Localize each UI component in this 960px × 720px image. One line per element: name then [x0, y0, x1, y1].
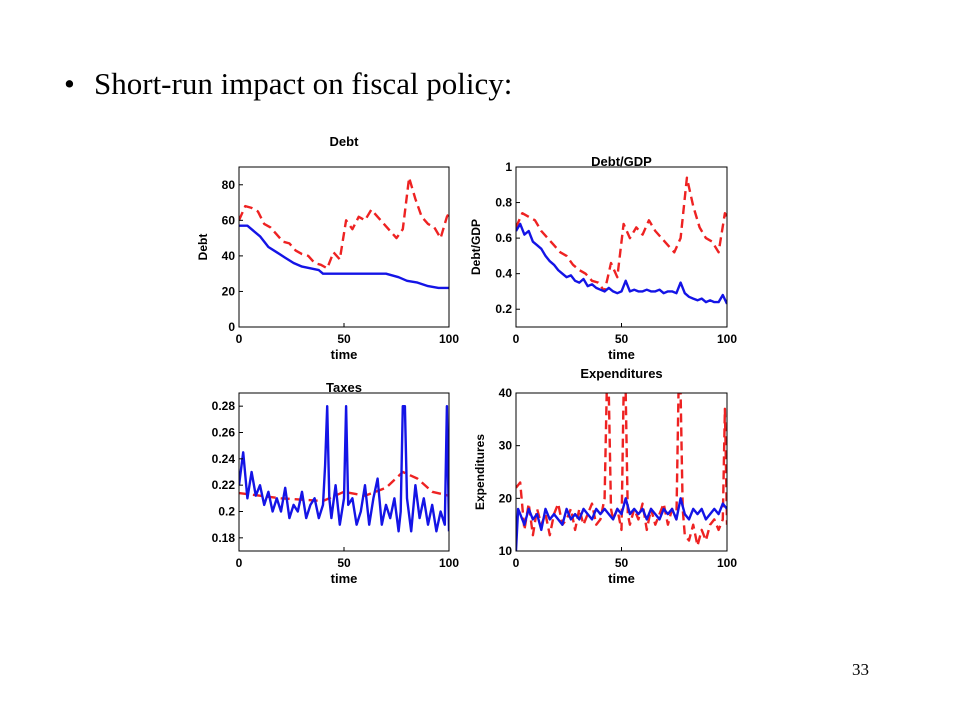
debt-xtick-label: 0 [236, 332, 243, 346]
expenditures-title: Expenditures [580, 366, 662, 381]
debt-series-dashed [239, 176, 449, 270]
debt_gdp-ylabel: Debt/GDP [469, 219, 483, 275]
debt-ytick-label: 0 [228, 320, 235, 334]
debt-ylabel: Debt [196, 234, 210, 261]
panel-expenditures: 0 50 100 10 20 30 40 Expenditures time Expenditur… [473, 366, 737, 586]
debt_gdp-ytick-label: 1 [505, 160, 512, 174]
taxes-ytick-label: 0.22 [212, 478, 236, 492]
debt_gdp-series-solid [516, 222, 727, 305]
debt-ytick-label: 80 [222, 178, 236, 192]
debt_gdp-ytick-label: 0.2 [495, 302, 512, 316]
taxes-xtick-label: 0 [236, 556, 243, 570]
expenditures-series-dashed [516, 393, 727, 547]
expenditures-xtick-label: 50 [615, 556, 629, 570]
debt-ytick-label: 60 [222, 213, 236, 227]
taxes-xtick-label: 50 [337, 556, 351, 570]
debt-xlabel: time [331, 347, 358, 362]
bullet-text: Short-run impact on fiscal policy: [94, 66, 513, 101]
debt_gdp-xtick-label: 100 [717, 332, 737, 346]
expenditures-ytick-label: 30 [499, 439, 513, 453]
debt-ytick-label: 40 [222, 249, 236, 263]
bullet-item: • Short-run impact on fiscal policy: [64, 66, 512, 102]
taxes-ytick-label: 0.24 [212, 452, 236, 466]
debt_gdp-xtick-label: 50 [615, 332, 629, 346]
expenditures-xtick-label: 0 [513, 556, 520, 570]
taxes-series-dashed [239, 470, 449, 503]
taxes-ytick-label: 0.28 [212, 399, 236, 413]
debt_gdp-title: Debt/GDP [591, 154, 652, 169]
debt_gdp-axes-frame [515, 166, 728, 328]
taxes-ytick-label: 0.26 [212, 426, 236, 440]
expenditures-ytick-label: 10 [499, 544, 513, 558]
expenditures-xlabel: time [608, 571, 635, 586]
debt-xtick-label: 100 [439, 332, 459, 346]
taxes-title: Taxes [326, 380, 362, 395]
expenditures-ytick-label: 40 [499, 386, 513, 400]
panel-debt_gdp: 0 50 100 0.2 0.4 0.6 0.8 1 Debt/GDP time Debt/GDP [469, 154, 737, 362]
taxes-xtick-label: 100 [439, 556, 459, 570]
debt_gdp-ytick-label: 0.6 [495, 231, 512, 245]
expenditures-ytick-label: 20 [499, 491, 513, 505]
debt-ytick-label: 20 [222, 284, 236, 298]
taxes-ytick-label: 0.2 [218, 505, 235, 519]
debt_gdp-xlabel: time [608, 347, 635, 362]
expenditures-ylabel: Expenditures [473, 434, 487, 510]
debt_gdp-xtick-label: 0 [513, 332, 520, 346]
bullet-symbol: • [64, 66, 75, 101]
debt_gdp-ytick-label: 0.4 [495, 267, 512, 281]
taxes-xlabel: time [331, 571, 358, 586]
debt-xtick-label: 50 [337, 332, 351, 346]
debt-series-solid [239, 224, 449, 290]
debt_gdp-series-dashed [516, 176, 727, 293]
expenditures-series-solid [516, 497, 727, 551]
taxes-series-solid [239, 405, 449, 533]
expenditures-xtick-label: 100 [717, 556, 737, 570]
debt-title: Debt [330, 134, 360, 149]
page-number: 33 [852, 660, 869, 679]
debt_gdp-ytick-label: 0.8 [495, 196, 512, 210]
panel-taxes: 0 50 100 0.18 0.2 0.22 0.24 0.26 0.28 Taxes time [212, 380, 460, 586]
taxes-ytick-label: 0.18 [212, 531, 236, 545]
panel-debt: 0 50 100 0 20 40 60 80 Debt time Debt [196, 134, 459, 362]
